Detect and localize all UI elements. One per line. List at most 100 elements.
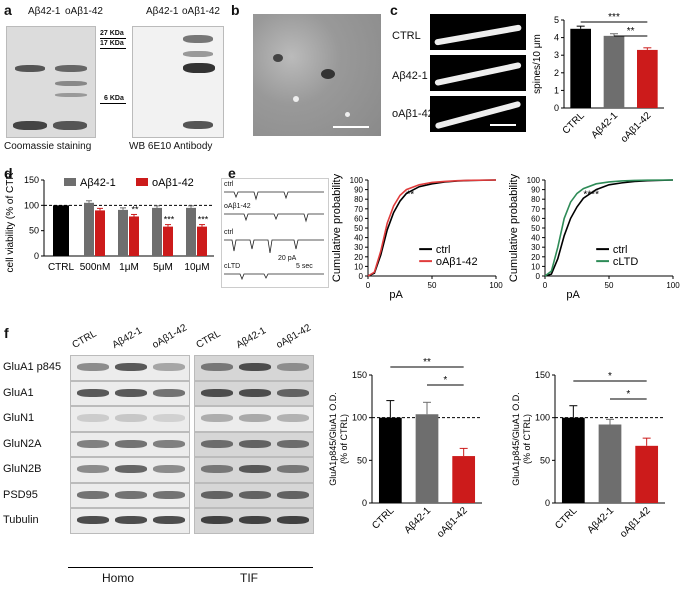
blot-band — [77, 490, 109, 499]
blot-band — [77, 516, 109, 524]
blot-band — [201, 414, 233, 422]
significance-label: * — [443, 375, 447, 386]
y-tick-label: 90 — [531, 186, 540, 195]
electron-micrograph-image — [253, 14, 381, 136]
series-line — [544, 179, 674, 277]
y-tick-label: 60 — [354, 214, 363, 223]
significance-label: * — [608, 371, 612, 382]
blot-band — [115, 439, 147, 448]
bar — [635, 445, 659, 503]
panel-c-label: c — [390, 2, 398, 18]
y-axis-label: Cumulative probability — [508, 173, 520, 282]
y-tick-label: 0 — [362, 498, 367, 508]
blot-strip — [70, 355, 190, 381]
x-tick-label: CTRL — [370, 505, 397, 532]
trace-ctrl-2 — [224, 239, 324, 254]
bar — [415, 414, 439, 503]
western-blot-image — [132, 26, 224, 138]
blot-band — [239, 490, 271, 499]
blot-band — [153, 465, 185, 473]
bar — [378, 417, 402, 503]
y-tick-label: 0 — [536, 272, 541, 281]
blot-strip — [194, 431, 314, 457]
legend-label: oAβ1-42 — [152, 177, 194, 189]
y-tick-label: 50 — [357, 455, 367, 465]
blot-band — [77, 439, 109, 448]
y-tick-label: 150 — [352, 370, 367, 380]
y-axis-label: cell viability (% of CTRL) — [5, 172, 16, 272]
blot-band — [277, 363, 309, 371]
y-tick-label: 20 — [531, 253, 540, 262]
significance-label: ** — [627, 26, 635, 37]
y-tick-label: 40 — [531, 234, 540, 243]
blot-row-label: GluA1 — [3, 386, 34, 399]
blot-band — [77, 465, 109, 473]
blot-row-label: PSD95 — [3, 488, 38, 501]
blot-band — [277, 465, 309, 473]
blot-row-label: Tubulin — [3, 514, 39, 526]
tif-od-chart: 0 50 100 150 GluA1p845/GluA1 O.D.(% of CTRL)… — [511, 370, 665, 540]
x-tick-label: CTRL — [48, 262, 75, 273]
y-tick-label: 10 — [354, 262, 363, 271]
y-tick-label: 3 — [554, 50, 559, 60]
x-tick-label: 10μM — [184, 262, 209, 273]
blot-band — [115, 465, 147, 473]
legend-label: ctrl — [613, 244, 628, 256]
bar — [95, 210, 105, 256]
spine-row-ctrl-label: CTRL — [392, 30, 421, 42]
y-tick-label: 50 — [540, 455, 550, 465]
bar — [84, 202, 94, 256]
y-tick-label: 100 — [527, 176, 541, 185]
blot-band — [115, 516, 147, 524]
x-tick-label: 100 — [489, 281, 503, 290]
marker-27kda: 27 KDa — [100, 30, 124, 37]
group-label-tif: TIF — [240, 571, 258, 585]
y-tick-label: 30 — [531, 243, 540, 252]
bar — [637, 49, 658, 108]
x-tick-label: Aβ42-1 — [589, 110, 620, 141]
blot-band — [77, 388, 109, 397]
y-tick-label: 150 — [24, 175, 39, 185]
y-axis-label: spines/10 μm — [532, 34, 543, 94]
y-tick-label: 100 — [24, 200, 39, 210]
blot-band — [115, 388, 147, 397]
scale-time: 5 sec — [296, 263, 313, 270]
panel-e-label: e — [228, 165, 236, 181]
y-tick-label: 80 — [531, 195, 540, 204]
panel-d-label: d — [4, 165, 13, 181]
x-tick-label: 100 — [666, 281, 680, 290]
x-tick-label: 50 — [605, 281, 614, 290]
y-tick-label: 0 — [359, 272, 364, 281]
y-tick-label: 1 — [554, 85, 559, 95]
y-tick-label: 20 — [354, 253, 363, 262]
blot-row-label: GluA1 p845 — [3, 361, 62, 373]
y-tick-label: 0 — [554, 103, 559, 113]
y-tick-label: 4 — [554, 33, 559, 43]
y-tick-label: 30 — [354, 243, 363, 252]
trace-label-cltd: cLTD — [224, 263, 241, 270]
blot-lane-label: Aβ42-1 — [110, 325, 145, 351]
blot-band — [153, 439, 185, 448]
blot-band — [77, 363, 109, 371]
blot-band — [115, 490, 147, 499]
x-tick-label: 1μM — [119, 262, 139, 273]
series-line — [544, 179, 674, 277]
legend-label: cLTD — [613, 256, 639, 268]
bar — [561, 417, 585, 503]
blot-strip — [194, 380, 314, 406]
blot-band — [277, 439, 309, 448]
dendrite-image-abeta42-1 — [430, 55, 526, 91]
significance-label: *** — [198, 215, 209, 225]
x-tick-label: CTRL — [553, 505, 580, 532]
y-tick-label: 70 — [354, 205, 363, 214]
panel-b-label: b — [231, 2, 240, 18]
dendrite-image-ctrl — [430, 14, 526, 50]
panel-a-label: a — [4, 2, 12, 18]
trace-cltd — [224, 273, 324, 281]
blot-lane-label: oAβ1-42 — [274, 322, 313, 351]
bar — [152, 207, 162, 256]
y-tick-label: 100 — [535, 413, 550, 423]
y-tick-label: 60 — [531, 214, 540, 223]
legend-label: Aβ42-1 — [80, 177, 116, 189]
